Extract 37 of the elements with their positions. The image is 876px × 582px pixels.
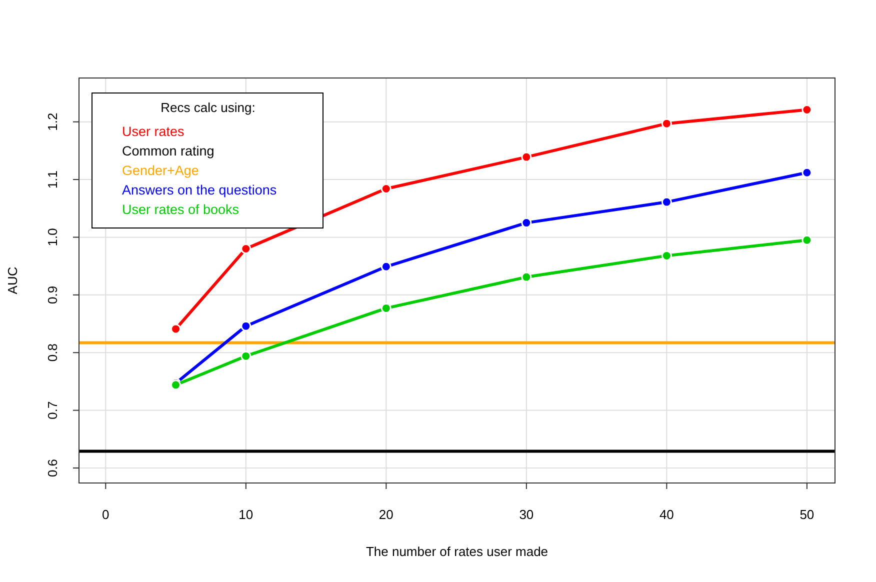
x-axis-title: The number of rates user made [366,544,548,559]
point [170,324,182,334]
point [240,350,252,362]
text: Common rating [122,144,214,158]
point [802,104,812,115]
y-tick-label: 1.2 [45,112,60,131]
x-tick-label: 10 [238,507,254,522]
y-tick-label: 0.7 [45,401,60,420]
point [380,184,392,194]
point [802,234,812,246]
point [521,218,532,228]
y-tick-label: 1.1 [45,170,60,189]
y-tick-label: 0.6 [45,458,60,478]
point [240,244,252,254]
y-axis-title: AUC [5,266,20,294]
point [240,320,252,332]
point [661,118,672,129]
point [802,167,812,178]
point [521,272,532,282]
x-tick-label: 20 [378,507,394,522]
point [661,196,672,208]
point [380,261,392,272]
point [380,302,392,314]
text: Answers on the questions [122,182,277,198]
text: User rates [122,124,185,139]
y-tick-label: 0.9 [45,286,60,304]
x-tick-label: 50 [800,507,814,522]
point [661,250,672,261]
y-tick-label: 1.0 [45,228,60,246]
y-tick-label: 0.8 [45,344,60,362]
point [521,152,532,162]
text: User rates of books [122,202,240,217]
legend-title: Recs calc using: [160,100,256,115]
x-tick-label: 40 [659,507,674,522]
text: Gender+Age [122,163,199,178]
x-tick-label: 30 [519,507,534,522]
x-tick-label: 0 [102,507,110,522]
